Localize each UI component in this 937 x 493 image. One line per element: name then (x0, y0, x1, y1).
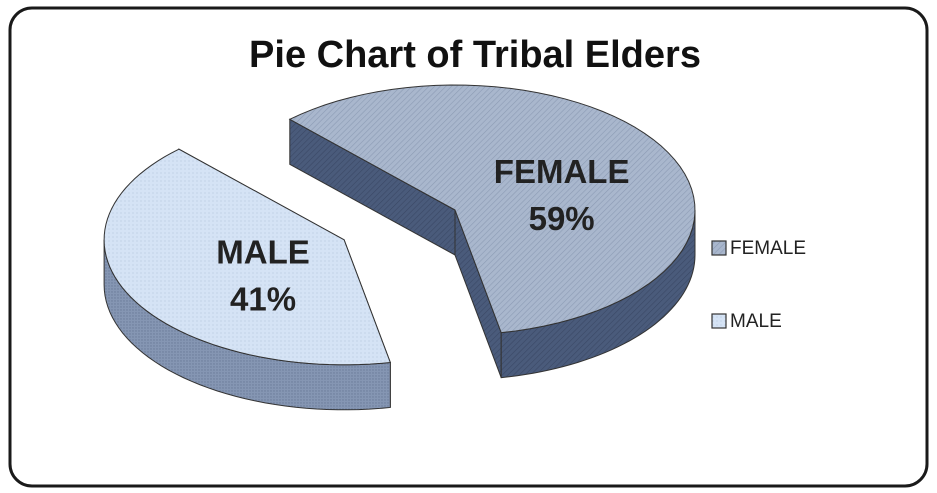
legend-label: FEMALE (730, 238, 806, 259)
legend-swatch (711, 313, 727, 329)
data-label: 41% (230, 280, 296, 317)
data-label: 59% (529, 200, 595, 237)
data-label-category: FEMALE (494, 153, 630, 190)
slice (288, 84, 696, 334)
legend-swatch (711, 240, 727, 256)
data-label-category: MALE (216, 233, 310, 270)
chart-title: Pie Chart of Tribal Elders (249, 34, 701, 76)
slice (103, 148, 392, 366)
legend-label: MALE (730, 311, 782, 332)
